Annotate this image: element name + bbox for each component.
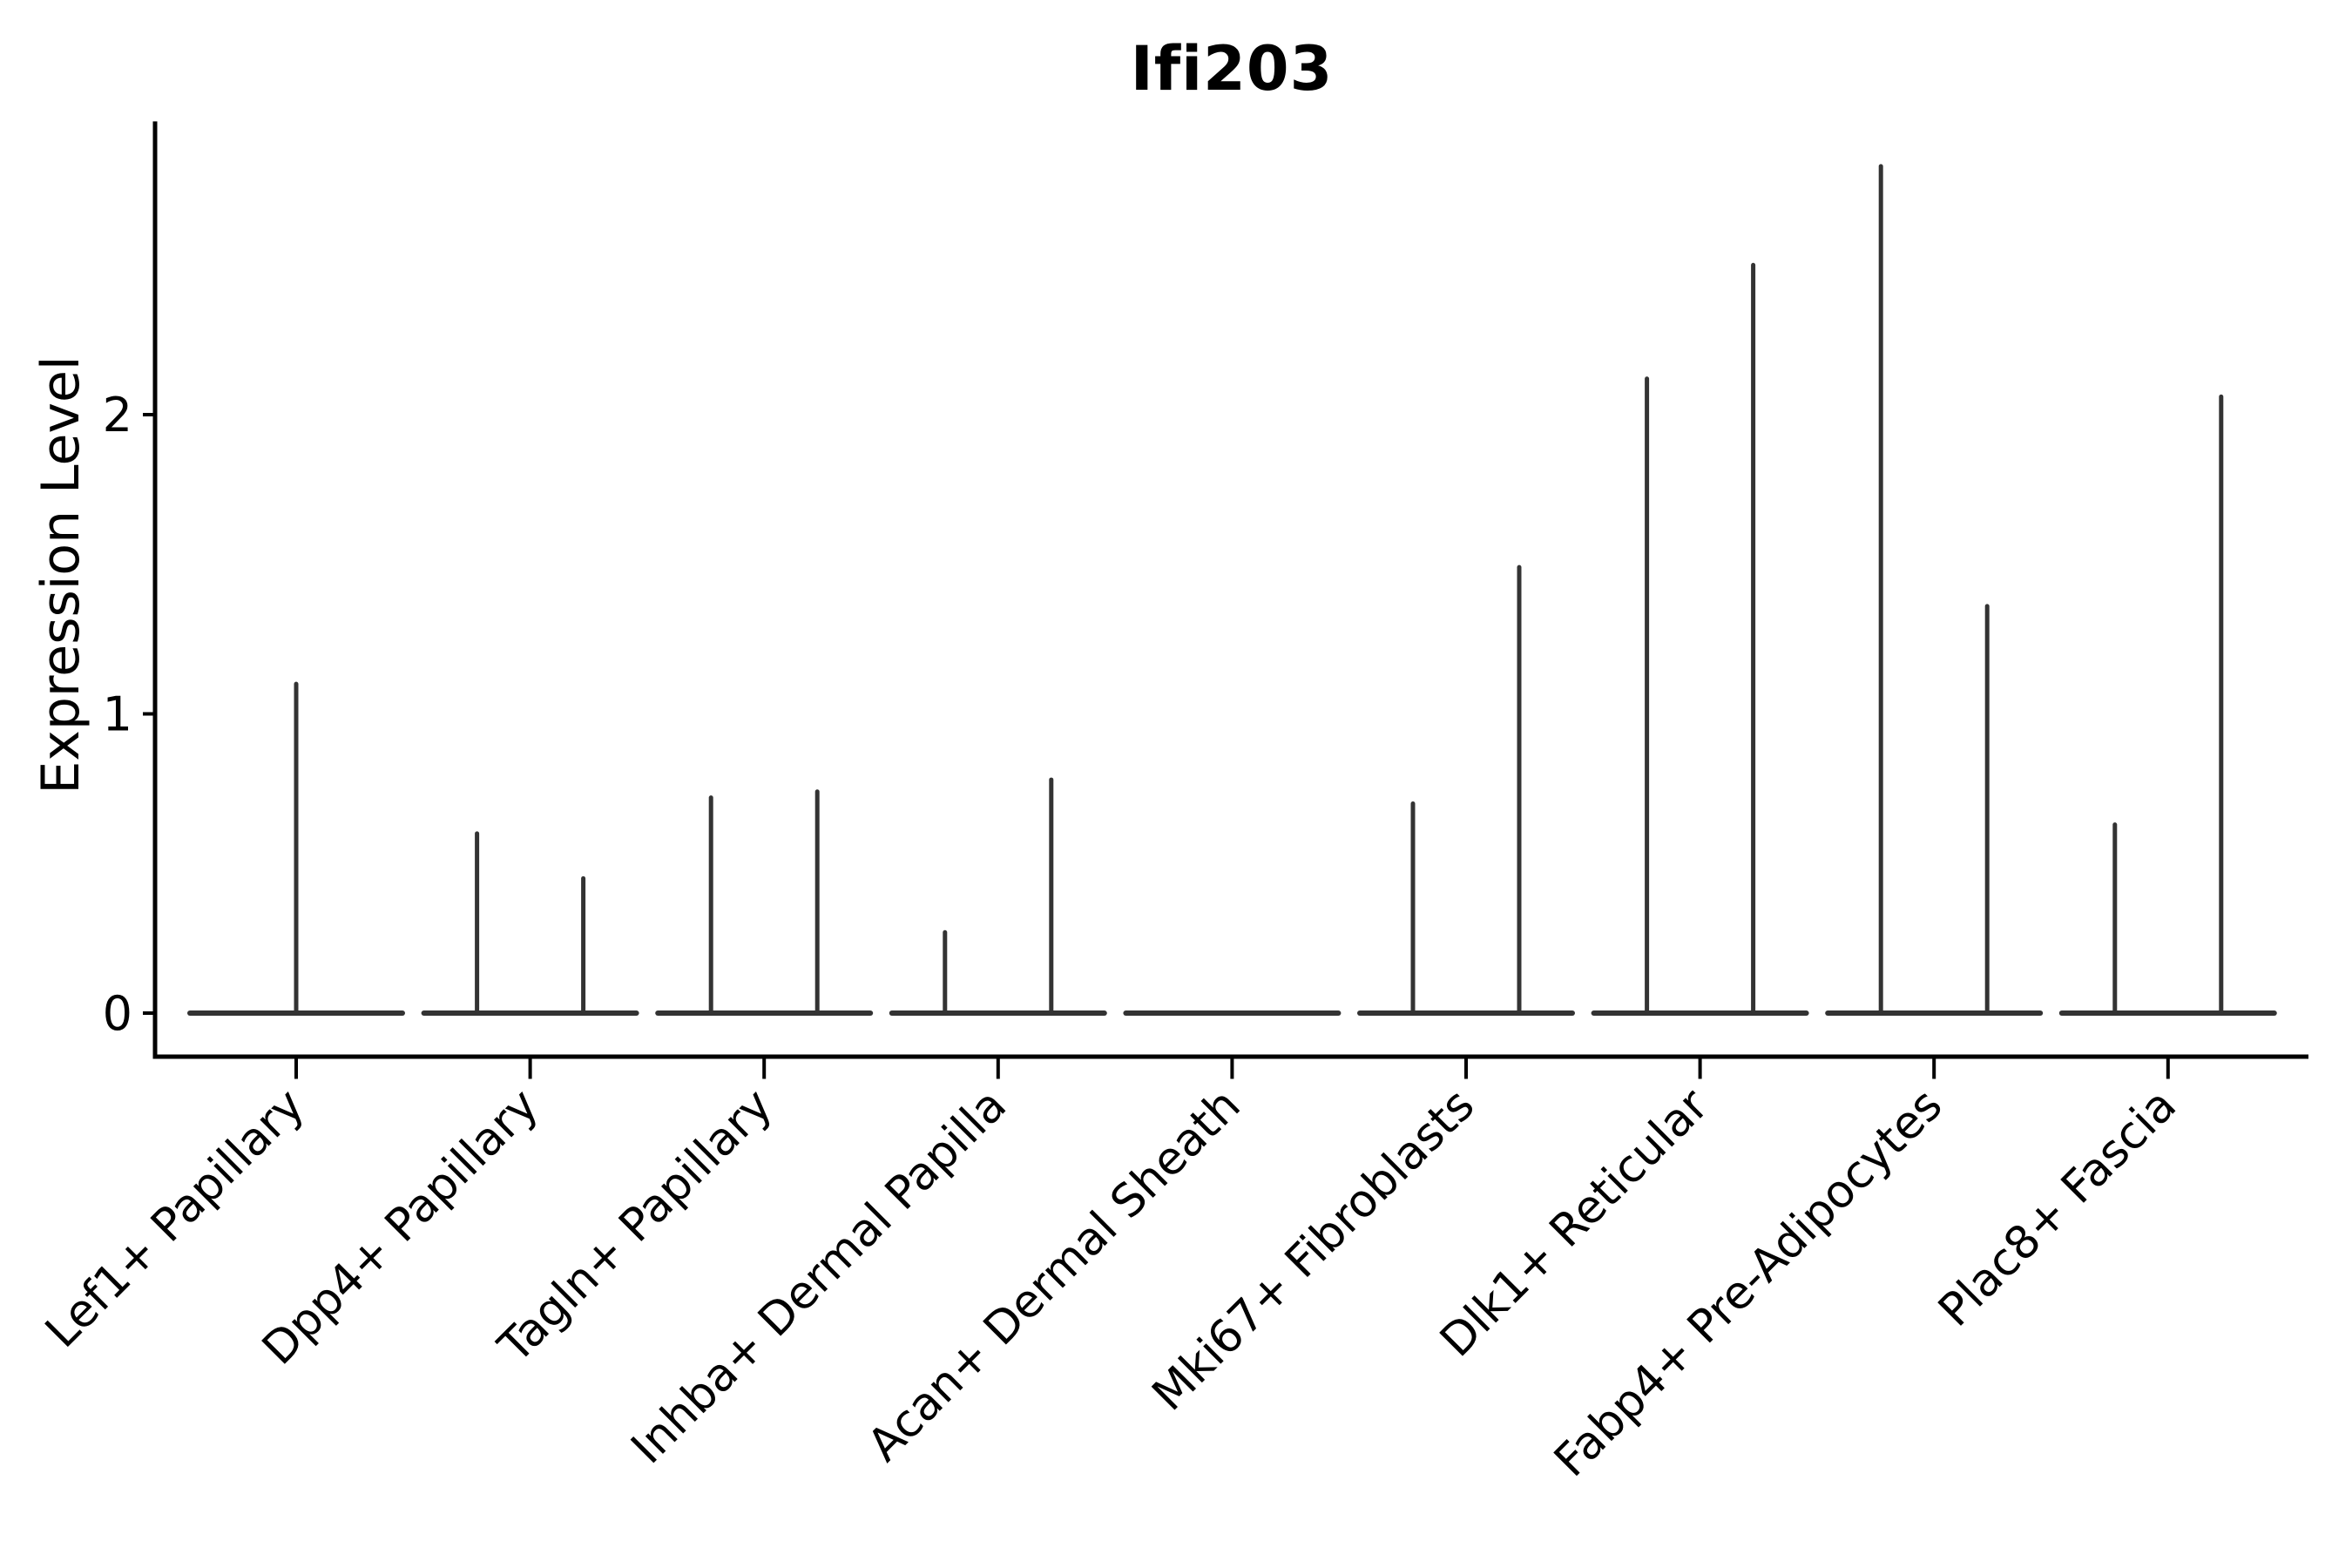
x-tick-label: Lef1+ Papillary xyxy=(36,1079,314,1358)
y-tick-label: 0 xyxy=(103,986,132,1041)
x-tick-label: Fabp4+ Pre-Adipocytes xyxy=(1544,1079,1952,1487)
y-tick-label: 1 xyxy=(103,687,132,742)
y-tick-label: 2 xyxy=(103,388,132,443)
x-tick-label: Inhba+ Dermal Papilla xyxy=(622,1079,1017,1474)
x-tick-label: Plac8+ Fascia xyxy=(1929,1079,2186,1337)
chart-title: Ifi203 xyxy=(1130,33,1334,105)
x-tick-label: Acan+ Dermal Sheath xyxy=(858,1079,1251,1472)
